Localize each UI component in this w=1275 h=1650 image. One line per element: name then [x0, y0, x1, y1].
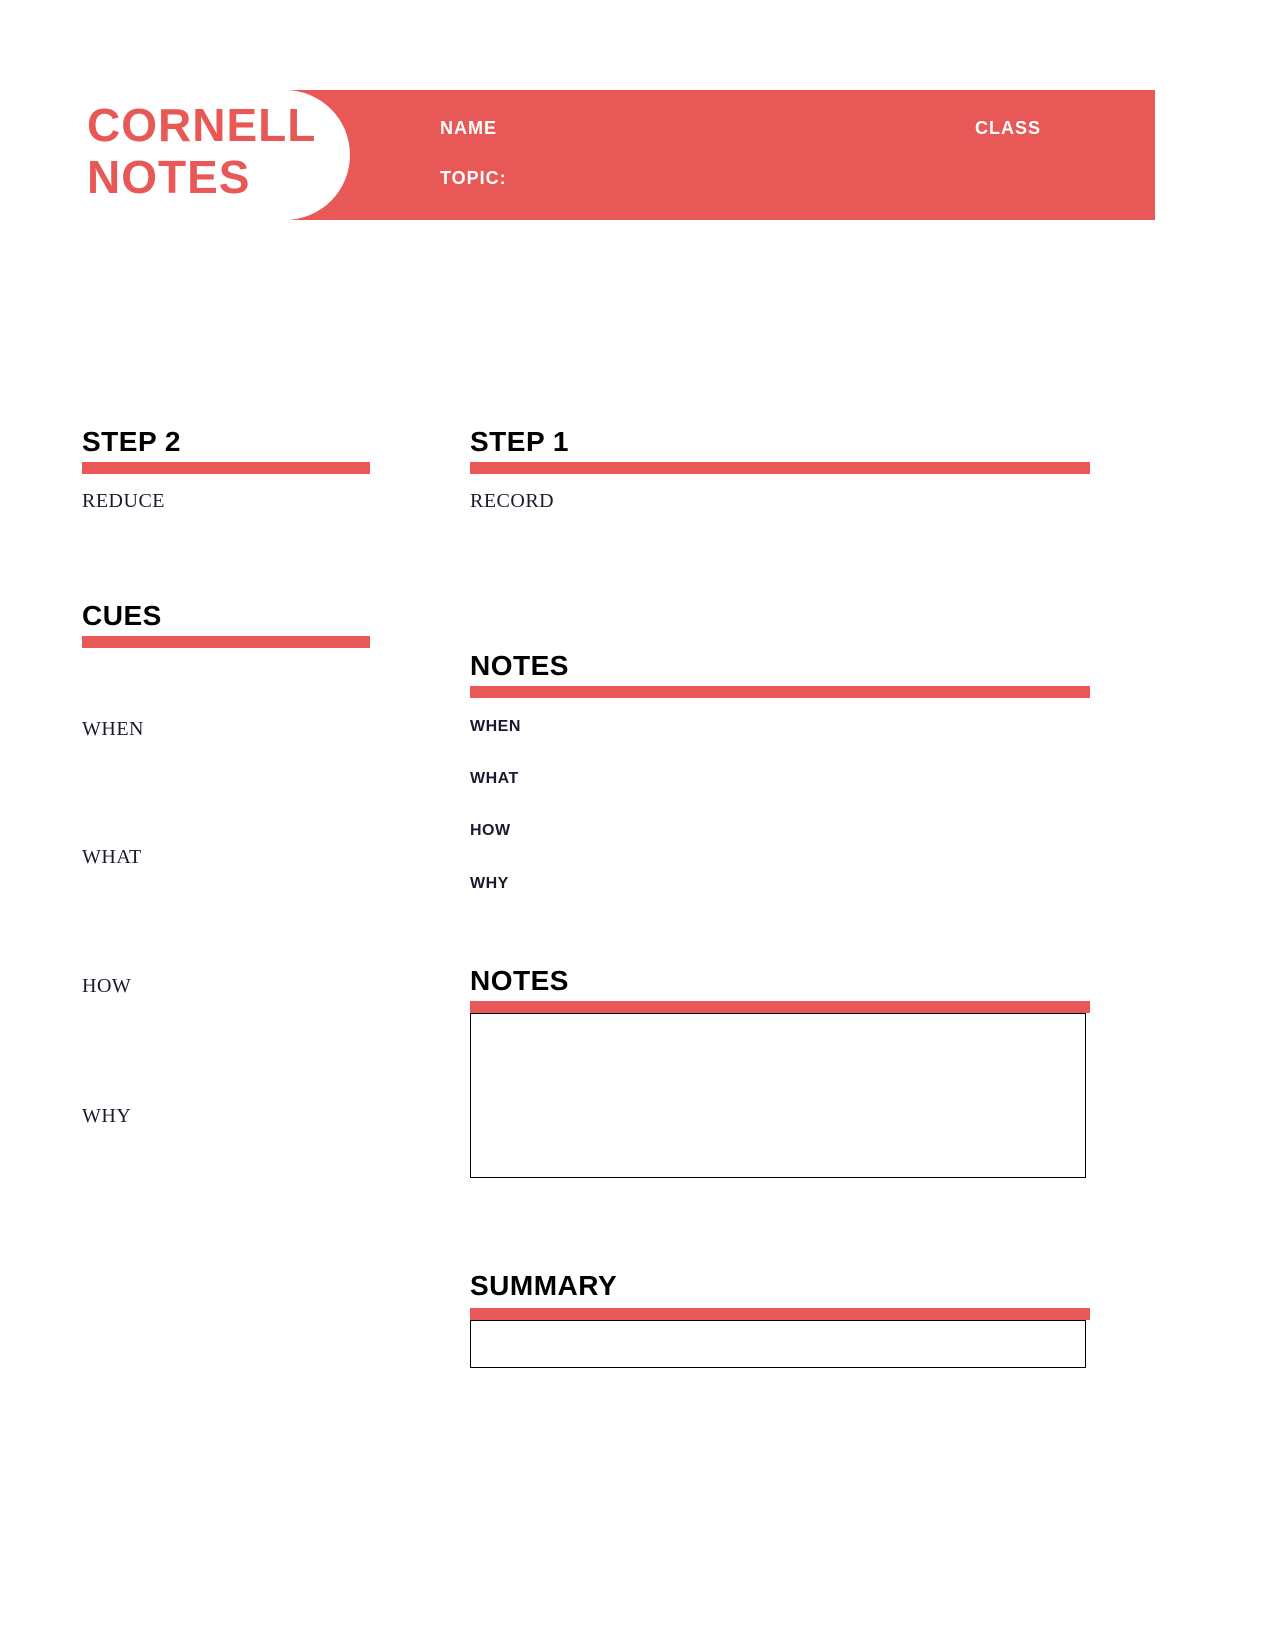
cue-what: WHAT	[82, 846, 142, 869]
notes-box-heading: NOTES	[470, 965, 569, 997]
notes-item-what: WHAT	[470, 770, 519, 788]
cue-how: HOW	[82, 975, 131, 998]
notes-item-when: WHEN	[470, 718, 521, 736]
header-class-label: CLASS	[975, 118, 1041, 139]
step-1-heading: STEP 1	[470, 426, 569, 458]
header-banner	[250, 90, 1155, 220]
step-2-sublabel: REDUCE	[82, 490, 165, 513]
step-2-underline	[82, 462, 370, 474]
cues-heading: CUES	[82, 600, 162, 632]
notes-write-box[interactable]	[470, 1013, 1086, 1178]
header-topic-label: TOPIC:	[440, 168, 507, 189]
notes-list-underline	[470, 686, 1090, 698]
cue-when: WHEN	[82, 718, 144, 741]
title-line-2: NOTES	[87, 152, 250, 203]
step-2-heading: STEP 2	[82, 426, 181, 458]
summary-underline	[470, 1308, 1090, 1320]
cue-why: WHY	[82, 1105, 131, 1128]
title-line-1: CORNELL	[87, 100, 316, 151]
step-1-underline	[470, 462, 1090, 474]
summary-heading: SUMMARY	[470, 1270, 617, 1302]
notes-list-heading: NOTES	[470, 650, 569, 682]
cues-underline	[82, 636, 370, 648]
notes-box-underline	[470, 1001, 1090, 1013]
notes-item-why: WHY	[470, 875, 509, 893]
notes-item-how: HOW	[470, 822, 511, 840]
summary-write-box[interactable]	[470, 1320, 1086, 1368]
step-1-sublabel: RECORD	[470, 490, 554, 513]
header-name-label: NAME	[440, 118, 497, 139]
